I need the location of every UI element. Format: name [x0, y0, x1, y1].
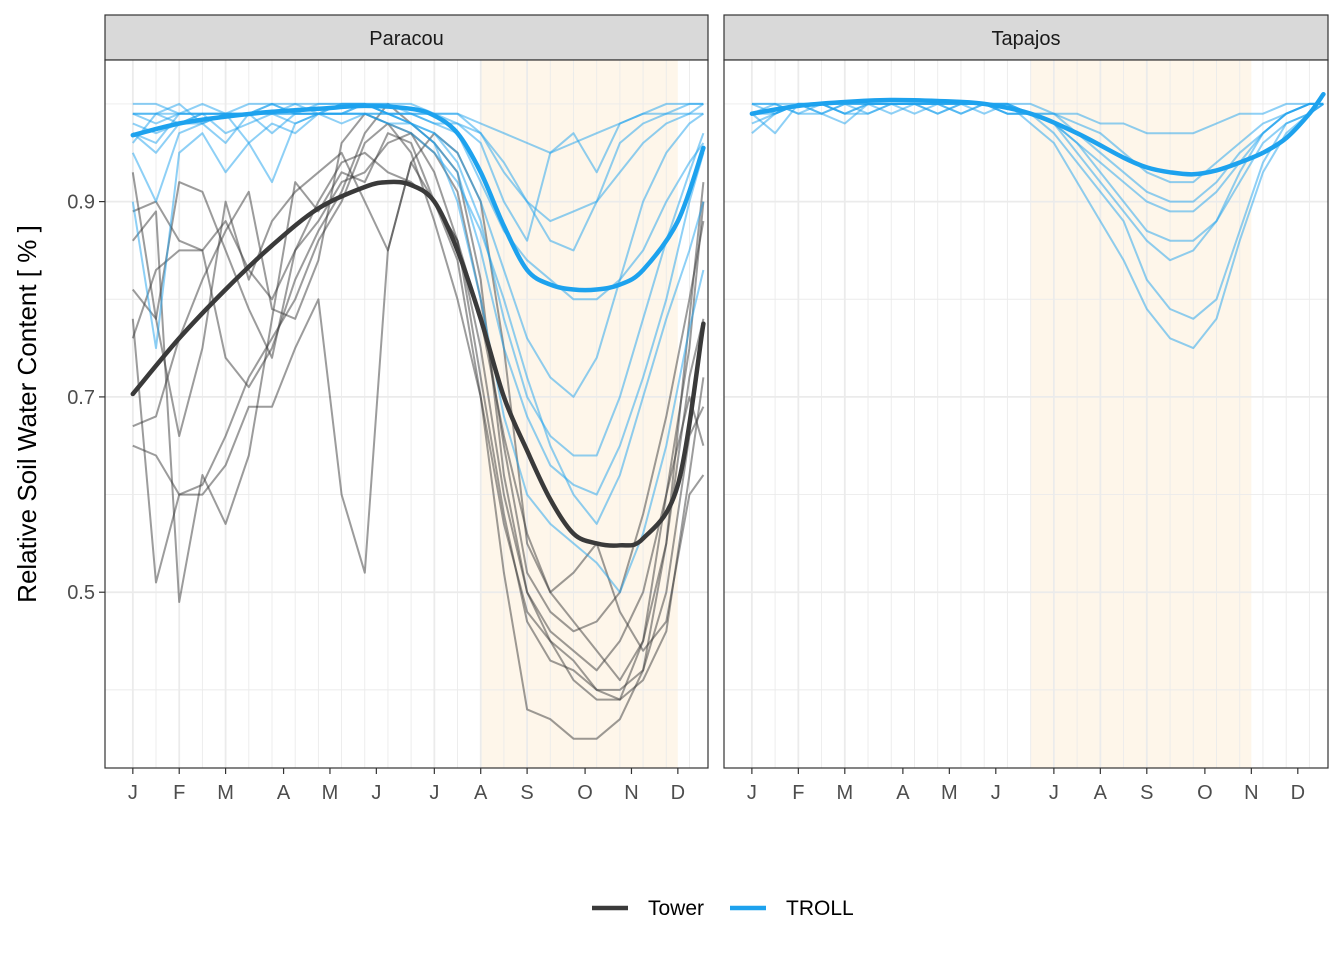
- x-tick-label: O: [1197, 782, 1213, 804]
- data-layer: [749, 91, 1326, 350]
- y-axis: 0.5 0.7 0.9: [67, 192, 105, 604]
- panel-paracou: Paracou J F M A M J J A S O N D 0.5 0.7 0.9: [67, 14, 709, 804]
- troll-smooth-curve: [130, 103, 706, 293]
- panels-layer: Paracou J F M A M J J A S O N D 0.5 0.7 0.9 Tapajos J F M A M…: [67, 14, 1329, 804]
- troll-series-line: [131, 112, 705, 525]
- y-tick-label: 0.9: [67, 192, 95, 214]
- x-tick-label: D: [1291, 782, 1305, 804]
- y-tick-label: 0.5: [67, 582, 95, 604]
- x-tick-label: N: [1244, 782, 1258, 804]
- x-tick-label: O: [577, 782, 593, 804]
- troll-series-line: [132, 112, 705, 457]
- x-tick-label: J: [1049, 782, 1059, 804]
- x-tick-label: M: [941, 782, 958, 804]
- panel-border: [104, 59, 709, 769]
- x-tick-label: J: [991, 782, 1001, 804]
- troll-series-line: [751, 102, 1324, 350]
- legend-label: Tower: [648, 897, 704, 920]
- strip-background: [723, 14, 1329, 61]
- dry-season-band: [1030, 60, 1252, 768]
- x-tick-label: F: [792, 782, 804, 804]
- x-tick-label: S: [1140, 782, 1153, 804]
- strip-background: [104, 14, 709, 61]
- legend-item-troll: TROLL: [730, 897, 854, 920]
- troll-smooth-curve: [749, 91, 1326, 177]
- legend-item-tower: Tower: [592, 897, 704, 920]
- tower-series-line: [132, 122, 705, 701]
- gridlines: [724, 60, 1328, 768]
- y-axis-title: Relative Soil Water Content [ % ]: [12, 225, 42, 603]
- panel-tapajos: Tapajos J F M A M J J A S O N D: [723, 14, 1329, 804]
- x-tick-label: D: [671, 782, 685, 804]
- tower-smooth-curve: [130, 179, 706, 548]
- x-tick-label: A: [277, 782, 291, 804]
- x-tick-label: M: [322, 782, 339, 804]
- tower-series-line: [131, 151, 705, 682]
- x-tick-label: F: [173, 782, 185, 804]
- x-tick-label: A: [474, 782, 488, 804]
- x-tick-label: J: [371, 782, 381, 804]
- x-tick-label: A: [1094, 782, 1108, 804]
- x-tick-label: A: [896, 782, 910, 804]
- panel-title: Tapajos: [992, 28, 1061, 50]
- tower-series-line: [131, 132, 705, 652]
- data-layer: [130, 102, 706, 740]
- tower-series-line: [132, 132, 705, 740]
- x-tick-label: J: [747, 782, 757, 804]
- panel-border: [723, 59, 1329, 769]
- x-tick-label: J: [128, 782, 138, 804]
- x-tick-label: M: [836, 782, 853, 804]
- legend: Tower TROLL: [592, 897, 854, 920]
- tower-series-line: [132, 112, 705, 691]
- x-tick-label: S: [520, 782, 533, 804]
- x-tick-label: M: [217, 782, 234, 804]
- y-tick-label: 0.7: [67, 387, 95, 409]
- x-tick-label: N: [624, 782, 638, 804]
- legend-label: TROLL: [786, 897, 854, 920]
- x-tick-label: J: [429, 782, 439, 804]
- panel-title: Paracou: [369, 28, 444, 50]
